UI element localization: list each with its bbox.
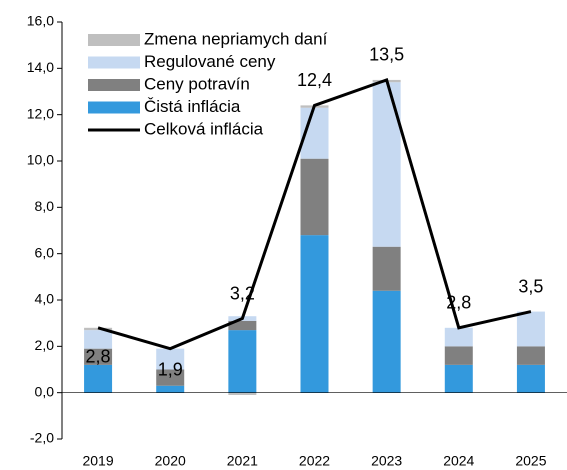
x-tick-label: 2022 [299,453,330,469]
bar-segment [228,392,257,395]
legend-swatch [88,56,140,69]
y-tick-label: 6,0 [35,244,55,260]
legend-label: Celková inflácia [144,119,264,138]
x-tick-label: 2020 [155,453,186,469]
bar-segment [228,320,257,331]
y-tick-label: -2,0 [30,430,54,446]
legend-label: Čistá inflácia [144,97,241,116]
bar-segment [228,330,257,393]
y-tick-label: 16,0 [27,13,54,29]
data-label: 12,4 [297,70,332,90]
y-tick-label: 10,0 [27,152,54,168]
legend-label: Regulované ceny [144,52,276,71]
x-tick-label: 2025 [515,453,546,469]
bar-segment [372,82,401,247]
y-tick-label: 8,0 [35,198,55,214]
bar-segment [444,327,473,347]
bar-segment [156,369,185,386]
legend-swatch [88,101,140,114]
y-tick-label: 2,0 [35,337,55,353]
bar-segment [300,158,329,236]
bar-segment [156,385,185,393]
x-tick-label: 2019 [82,453,113,469]
data-label: 1,9 [158,359,183,379]
legend-label: Zmena nepriamych daní [144,29,328,48]
bar-segment [444,346,473,365]
bar-segment [300,235,329,393]
legend-swatch [88,34,140,46]
bar-segment [84,330,113,349]
bar-segment [372,246,401,291]
y-tick-label: 0,0 [35,383,55,399]
bar-segment [156,348,185,370]
bar-segment [516,311,545,347]
bar-segment [516,346,545,365]
x-tick-label: 2023 [371,453,402,469]
data-label: 3,2 [230,283,255,303]
bar-segment [84,364,113,393]
bar-segment [516,364,545,393]
bar-segment [84,348,113,365]
legend-swatch [88,79,140,91]
data-label: 13,5 [369,45,404,65]
x-tick-label: 2021 [227,453,258,469]
y-tick-label: 4,0 [35,291,55,307]
data-label: 2,8 [86,347,111,367]
y-tick-label: 12,0 [27,105,54,121]
legend-label: Ceny potravín [144,74,250,93]
x-tick-label: 2024 [443,453,474,469]
data-label: 2,8 [446,293,471,313]
y-tick-label: 14,0 [27,59,54,75]
line [97,77,532,351]
bar-segment [372,290,401,393]
data-label: 3,5 [518,276,543,296]
bar-segment [444,364,473,393]
